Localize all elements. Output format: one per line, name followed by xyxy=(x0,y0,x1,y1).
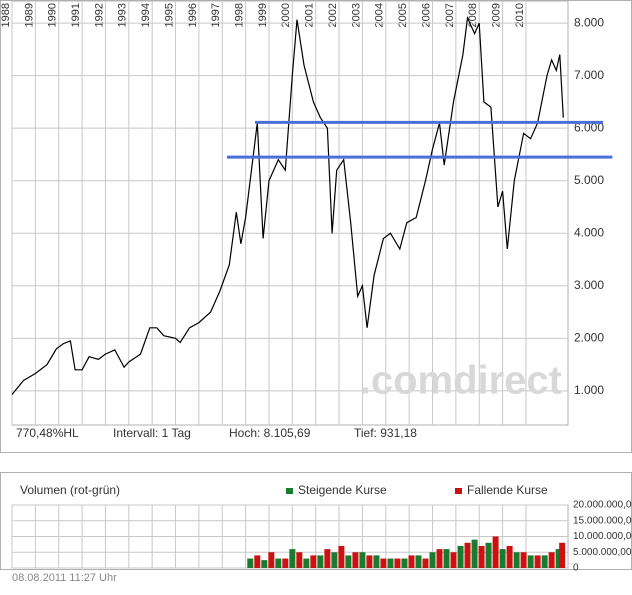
volume-bar xyxy=(457,545,464,568)
x-tick-label: 1998 xyxy=(234,3,246,27)
stat: Intervall: 1 Tag xyxy=(113,426,191,440)
volume-bar xyxy=(303,558,310,568)
volume-bar xyxy=(464,542,471,568)
volume-bar xyxy=(331,552,338,568)
volume-bar xyxy=(534,555,541,568)
price-line xyxy=(11,15,564,395)
volume-bar xyxy=(387,558,394,568)
volume-bar xyxy=(366,555,373,568)
volume-bar xyxy=(541,555,548,568)
volume-bar xyxy=(429,552,436,568)
volume-bar xyxy=(559,542,566,568)
volume-bar xyxy=(506,545,513,568)
stat: Tief: 931,18 xyxy=(354,426,417,440)
volume-bar xyxy=(373,555,380,568)
x-tick-label: 1993 xyxy=(117,3,129,27)
volume-bar xyxy=(520,552,527,568)
volume-title: Volumen (rot-grün) xyxy=(20,483,120,497)
y-tick-label: 0 xyxy=(573,563,579,574)
x-tick-label: 2001 xyxy=(304,3,316,27)
y-tick-label: 3.000 xyxy=(574,278,604,292)
volume-bar xyxy=(394,558,401,568)
watermark: .comdirect xyxy=(360,359,562,403)
x-tick-label: 2008 xyxy=(467,3,479,27)
x-tick-label: 2003 xyxy=(350,3,362,27)
timestamp: 08.08.2011 11:27 Uhr xyxy=(12,572,117,584)
x-tick-label: 1988 xyxy=(0,3,12,27)
volume-bar xyxy=(352,552,359,568)
volume-bar xyxy=(513,552,520,568)
stat: 770,48%HL xyxy=(16,426,79,440)
volume-bar xyxy=(296,552,303,568)
volume-bar xyxy=(282,558,289,568)
y-tick-label: 4.000 xyxy=(574,225,604,239)
volume-bar xyxy=(548,552,555,568)
x-tick-label: 1995 xyxy=(163,3,175,27)
x-tick-label: 1990 xyxy=(47,3,59,27)
volume-bar xyxy=(338,545,345,568)
x-tick-label: 2006 xyxy=(420,3,432,27)
x-tick-label: 2005 xyxy=(397,3,409,27)
volume-bar xyxy=(485,542,492,568)
y-tick-label: 10.000.000,00 xyxy=(573,531,632,542)
volume-bar xyxy=(471,539,478,568)
volume-bar xyxy=(345,555,352,568)
legend-label: Fallende Kurse xyxy=(467,483,548,497)
volume-bar xyxy=(492,536,499,568)
volume-bar xyxy=(317,555,324,568)
x-tick-label: 2007 xyxy=(444,3,456,27)
x-tick-label: 1996 xyxy=(187,3,199,27)
x-tick-label: 2000 xyxy=(280,3,292,27)
x-tick-label: 2009 xyxy=(490,3,502,27)
volume-bar xyxy=(422,558,429,568)
legend-swatch xyxy=(455,488,462,494)
volume-bar xyxy=(310,555,317,568)
x-tick-label: 1992 xyxy=(93,3,105,27)
y-tick-label: 2.000 xyxy=(574,330,604,344)
legend-label: Steigende Kurse xyxy=(298,483,387,497)
volume-bar xyxy=(254,555,261,568)
x-tick-label: 1997 xyxy=(210,3,222,27)
volume-bar xyxy=(275,558,282,568)
legend-swatch xyxy=(286,488,293,494)
y-tick-label: 5.000 xyxy=(574,173,604,187)
volume-bar xyxy=(415,555,422,568)
volume-bar xyxy=(401,558,408,568)
x-tick-label: 2010 xyxy=(514,3,526,27)
y-tick-label: 20.000.000,00 xyxy=(573,500,632,511)
volume-bar xyxy=(499,549,506,568)
volume-bar xyxy=(247,558,254,568)
y-tick-label: 1.000 xyxy=(574,383,604,397)
volume-bar xyxy=(436,549,443,568)
y-tick-label: 15.000.000,00 xyxy=(573,515,632,526)
volume-bar xyxy=(380,558,387,568)
volume-bar xyxy=(443,549,450,568)
volume-bar xyxy=(478,545,485,568)
volume-bar xyxy=(324,549,331,568)
volume-bar xyxy=(555,549,562,568)
y-tick-label: 7.000 xyxy=(574,68,604,82)
x-tick-label: 1991 xyxy=(70,3,82,27)
volume-bar xyxy=(268,552,275,568)
x-tick-label: 1994 xyxy=(140,3,152,27)
volume-bar xyxy=(450,552,457,568)
x-tick-label: 1999 xyxy=(257,3,269,27)
x-tick-label: 2002 xyxy=(327,3,339,27)
y-tick-label: 8.000 xyxy=(574,15,604,29)
y-tick-label: 5.000.000,00 xyxy=(573,547,632,558)
volume-bar xyxy=(359,552,366,568)
x-tick-label: 1989 xyxy=(23,3,35,27)
volume-bar xyxy=(408,555,415,568)
volume-bar xyxy=(527,555,534,568)
volume-bar xyxy=(261,560,268,568)
stat: Hoch: 8.105,69 xyxy=(229,426,311,440)
x-tick-label: 2004 xyxy=(374,3,386,27)
volume-bar xyxy=(289,549,296,568)
